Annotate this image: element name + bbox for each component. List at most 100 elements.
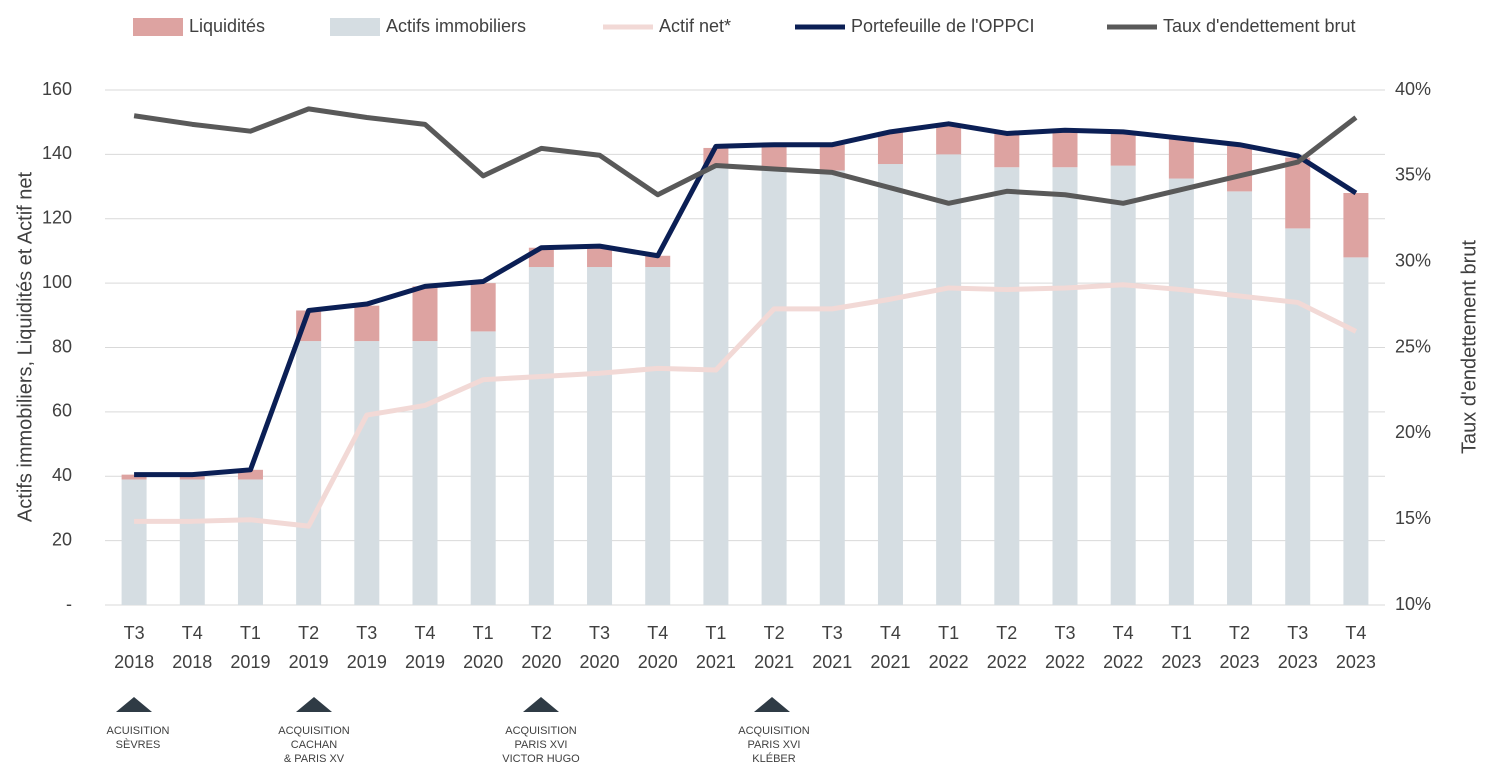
annotation-markers xyxy=(116,697,790,712)
x-tick-label: T2 xyxy=(996,623,1017,643)
bar xyxy=(645,255,671,268)
annotation: CACHAN xyxy=(291,739,338,751)
x-tick-label: T4 xyxy=(414,623,435,643)
bar xyxy=(1227,144,1253,192)
y2-tick-label: 10% xyxy=(1395,594,1431,614)
y-axis-label: Actifs immobiliers, Liquidités et Actif … xyxy=(14,171,36,522)
bar xyxy=(1285,157,1311,229)
x-tick-label: 2021 xyxy=(812,652,852,672)
x-tick-label: 2020 xyxy=(463,652,503,672)
y-tick-label: 60 xyxy=(52,401,72,421)
y2-axis-label: Taux d'endettement brut xyxy=(1458,240,1480,454)
bar xyxy=(237,469,263,480)
x-tick-label: T3 xyxy=(356,623,377,643)
legend-label: Actif net* xyxy=(659,16,731,36)
legend-label: Actifs immobiliers xyxy=(386,16,526,36)
annotation-marker xyxy=(116,697,152,712)
annotation: KLÉBER xyxy=(752,752,795,765)
bar xyxy=(179,479,205,605)
annotation: SÈVRES xyxy=(116,738,161,751)
bar xyxy=(470,331,496,605)
bar xyxy=(237,479,263,605)
line xyxy=(134,121,1358,478)
x-tick-label: T3 xyxy=(124,623,145,643)
bar xyxy=(354,305,380,342)
x-tick-label: T4 xyxy=(880,623,901,643)
annotation: PARIS XVI xyxy=(515,739,568,751)
bar xyxy=(877,164,903,605)
bar xyxy=(1343,257,1369,605)
bar xyxy=(296,341,322,605)
bar xyxy=(1168,178,1194,605)
x-tick-label: 2020 xyxy=(580,652,620,672)
y2-tick-label: 40% xyxy=(1395,79,1431,99)
annotation: ACQUISITION xyxy=(738,725,810,737)
x-tick-label: T2 xyxy=(298,623,319,643)
annotation: ACQUISITION xyxy=(278,725,350,737)
x-tick-label: T2 xyxy=(531,623,552,643)
y-tick-label: 160 xyxy=(42,79,72,99)
x-tick-label: 2021 xyxy=(696,652,736,672)
y-tick-label: 40 xyxy=(52,465,72,485)
y-tick-label: 120 xyxy=(42,208,72,228)
x-tick-label: T1 xyxy=(473,623,494,643)
x-tick-label: 2022 xyxy=(1045,652,1085,672)
bar xyxy=(1168,138,1194,179)
bar xyxy=(1110,165,1136,605)
y-tick-label: - xyxy=(66,594,72,614)
bar xyxy=(994,131,1020,168)
x-tick-label: T2 xyxy=(764,623,785,643)
y2-tick-label: 15% xyxy=(1395,508,1431,528)
x-tick-label: 2020 xyxy=(521,652,561,672)
x-tick-label: 2023 xyxy=(1220,652,1260,672)
line xyxy=(134,282,1358,529)
bar xyxy=(819,170,845,605)
bar xyxy=(587,247,613,268)
annotation: & PARIS XV xyxy=(284,753,345,765)
bar xyxy=(994,167,1020,605)
legend-label: Liquidités xyxy=(189,16,265,36)
y-tick-label: 100 xyxy=(42,272,72,292)
y2-tick-label: 25% xyxy=(1395,336,1431,356)
bar xyxy=(1227,191,1253,605)
bar xyxy=(121,479,147,605)
x-tick-label: 2023 xyxy=(1161,652,1201,672)
legend-swatch xyxy=(133,18,183,36)
y2-tick-label: 20% xyxy=(1395,422,1431,442)
x-tick-label: T1 xyxy=(705,623,726,643)
bar xyxy=(645,267,671,605)
x-tick-label: T1 xyxy=(240,623,261,643)
bar xyxy=(761,170,787,605)
x-tick-label: 2021 xyxy=(754,652,794,672)
x-tick-label: 2018 xyxy=(172,652,212,672)
x-tick-label: T3 xyxy=(1287,623,1308,643)
bar xyxy=(470,283,496,332)
x-tick-label: T4 xyxy=(647,623,668,643)
legend-label: Taux d'endettement brut xyxy=(1163,16,1356,36)
bar xyxy=(703,167,729,605)
y2-tick-label: 30% xyxy=(1395,250,1431,270)
bar xyxy=(1285,228,1311,605)
legend-swatch xyxy=(330,18,380,36)
annotation: ACUISITION xyxy=(107,725,170,737)
x-tick-label: 2022 xyxy=(1103,652,1143,672)
annotation-marker xyxy=(523,697,559,712)
x-tick-label: T1 xyxy=(1171,623,1192,643)
bar xyxy=(1110,131,1136,166)
line xyxy=(133,106,1358,206)
x-tick-label: T2 xyxy=(1229,623,1250,643)
bar xyxy=(1052,131,1078,168)
annotation: VICTOR HUGO xyxy=(502,753,580,765)
x-tick-label: T3 xyxy=(1054,623,1075,643)
x-tick-label: T4 xyxy=(1345,623,1366,643)
bar xyxy=(1052,167,1078,605)
x-tick-label: 2023 xyxy=(1278,652,1318,672)
x-tick-label: T4 xyxy=(1113,623,1134,643)
bar xyxy=(412,341,438,605)
bar xyxy=(1343,193,1369,258)
y-tick-label: 80 xyxy=(52,336,72,356)
bar xyxy=(877,131,903,165)
y2-tick-label: 35% xyxy=(1395,165,1431,185)
x-tick-label: 2021 xyxy=(870,652,910,672)
x-tick-label: T4 xyxy=(182,623,203,643)
